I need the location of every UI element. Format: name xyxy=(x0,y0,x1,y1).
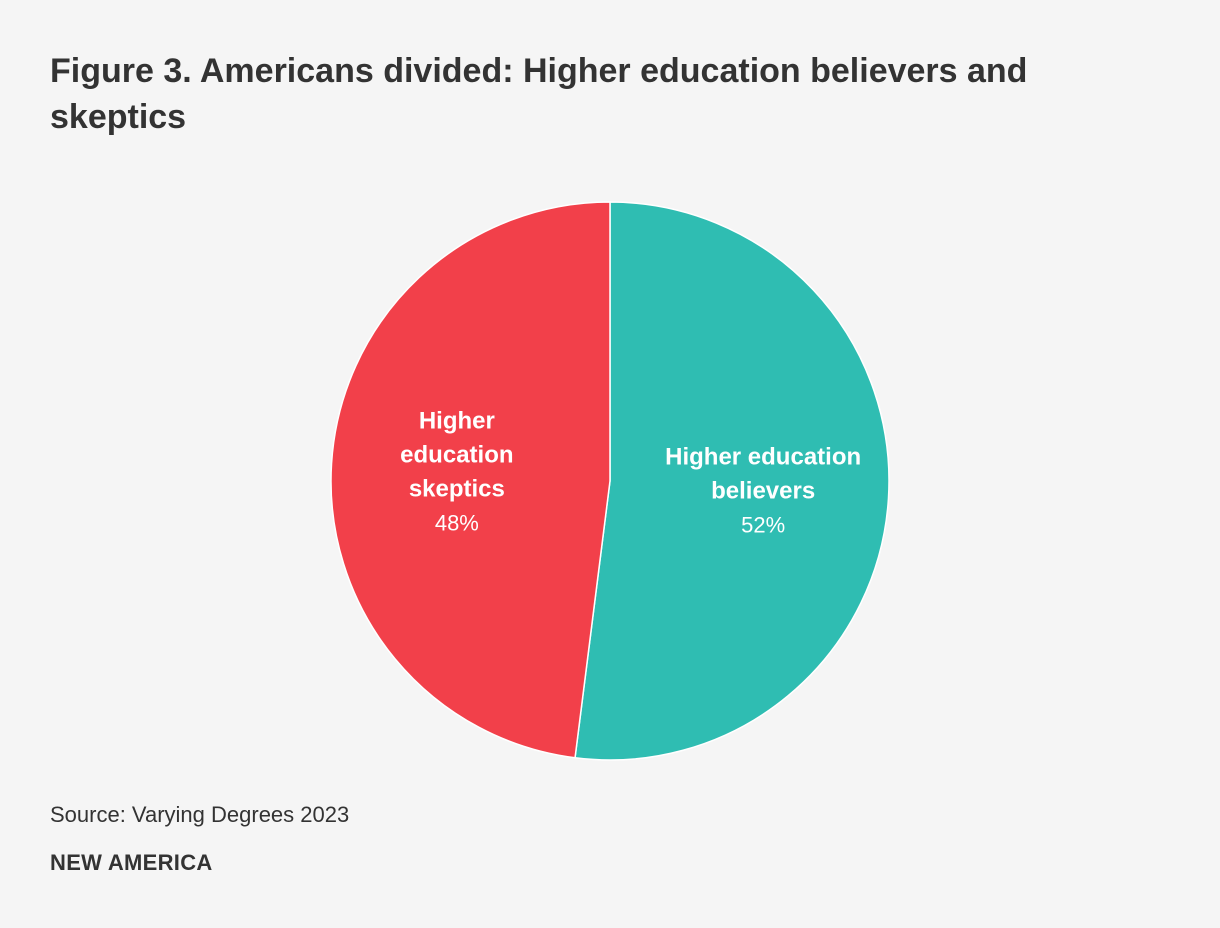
brand-logo-text: NEW AMERICA xyxy=(50,850,213,875)
slice-name-label: education xyxy=(400,441,513,468)
pie-slice-higher-education-believers xyxy=(574,201,890,761)
slice-value-label: 48% xyxy=(435,510,479,535)
pie-labels: Higher education believers 52% Higher educat… xyxy=(400,407,861,537)
slice-name-label: believers xyxy=(711,478,815,505)
chart-title: Figure 3. Americans divided: Higher educ… xyxy=(50,52,1028,136)
slice-value-label: 52% xyxy=(741,513,785,538)
slice-name-label: skeptics xyxy=(409,475,505,502)
slice-name-label: Higher xyxy=(419,407,495,434)
pie-slice-higher-education-skeptics xyxy=(330,201,611,759)
pie-slices xyxy=(330,201,890,761)
source-note: Source: Varying Degrees 2023 xyxy=(50,802,350,827)
slice-name-label: Higher education xyxy=(665,444,861,471)
